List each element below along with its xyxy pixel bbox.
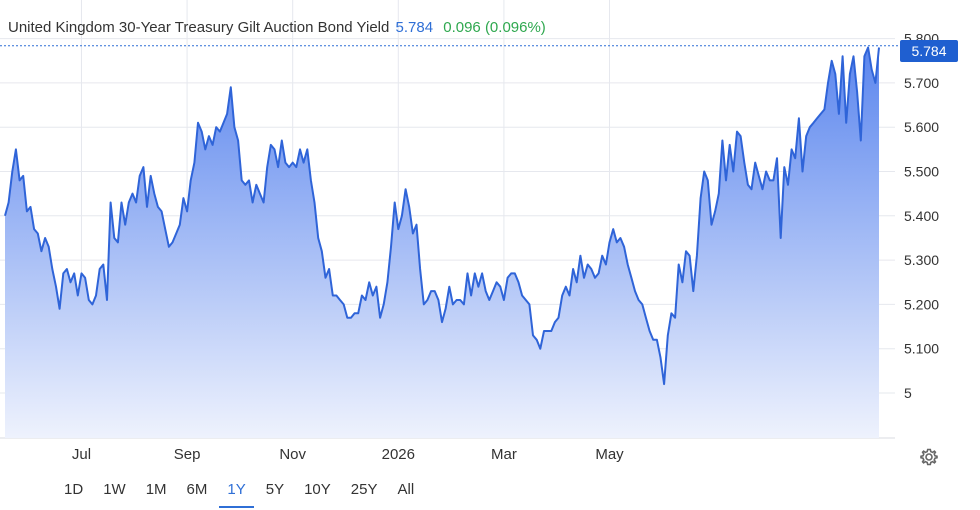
range-button-5y[interactable]: 5Y bbox=[265, 481, 285, 498]
range-button-all[interactable]: All bbox=[397, 481, 415, 498]
yield-line bbox=[4, 46, 880, 386]
range-button-1w[interactable]: 1W bbox=[103, 481, 126, 498]
x-tick-label: 2026 bbox=[382, 446, 415, 463]
chart-title: United Kingdom 30-Year Treasury Gilt Auc… bbox=[8, 19, 390, 36]
x-tick-label: Nov bbox=[279, 446, 306, 463]
x-tick-label: Sep bbox=[174, 446, 201, 463]
y-tick-label: 5.400 bbox=[904, 208, 939, 224]
yield-area bbox=[5, 47, 879, 438]
chart-title-row: United Kingdom 30-Year Treasury Gilt Auc… bbox=[8, 19, 546, 36]
y-tick-label: 5.600 bbox=[904, 119, 939, 135]
range-selector: 1D 1W 1M 6M 1Y 5Y 10Y 25Y All bbox=[56, 474, 426, 508]
range-button-25y[interactable]: 25Y bbox=[350, 481, 378, 498]
y-tick-label: 5 bbox=[904, 385, 912, 401]
x-tick-label: Jul bbox=[72, 446, 91, 463]
x-axis-labels: Jul Sep Nov 2026 Mar May bbox=[72, 446, 624, 463]
y-axis-labels: 55.1005.2005.3005.4005.5005.6005.7005.80… bbox=[904, 31, 939, 401]
range-button-1d[interactable]: 1D bbox=[64, 481, 84, 498]
y-tick-label: 5.100 bbox=[904, 341, 939, 357]
last-value-tag: 5.784 bbox=[900, 40, 958, 62]
range-button-1m[interactable]: 1M bbox=[145, 481, 167, 498]
change-value: 0.096 (0.096%) bbox=[443, 19, 546, 36]
x-tick-label: Mar bbox=[491, 446, 517, 463]
x-tick-label: May bbox=[595, 446, 624, 463]
y-tick-label: 5.500 bbox=[904, 164, 939, 180]
y-tick-label: 5.700 bbox=[904, 75, 939, 91]
y-tick-label: 5.200 bbox=[904, 296, 939, 312]
yield-chart: 55.1005.2005.3005.4005.5005.6005.7005.80… bbox=[0, 0, 939, 463]
range-button-10y[interactable]: 10Y bbox=[304, 481, 331, 498]
range-button-6m[interactable]: 6M bbox=[186, 481, 208, 498]
range-button-1y[interactable]: 1Y bbox=[219, 474, 254, 508]
last-value: 5.784 bbox=[395, 19, 434, 36]
gear-icon[interactable] bbox=[918, 446, 940, 468]
y-tick-label: 5.300 bbox=[904, 252, 939, 268]
